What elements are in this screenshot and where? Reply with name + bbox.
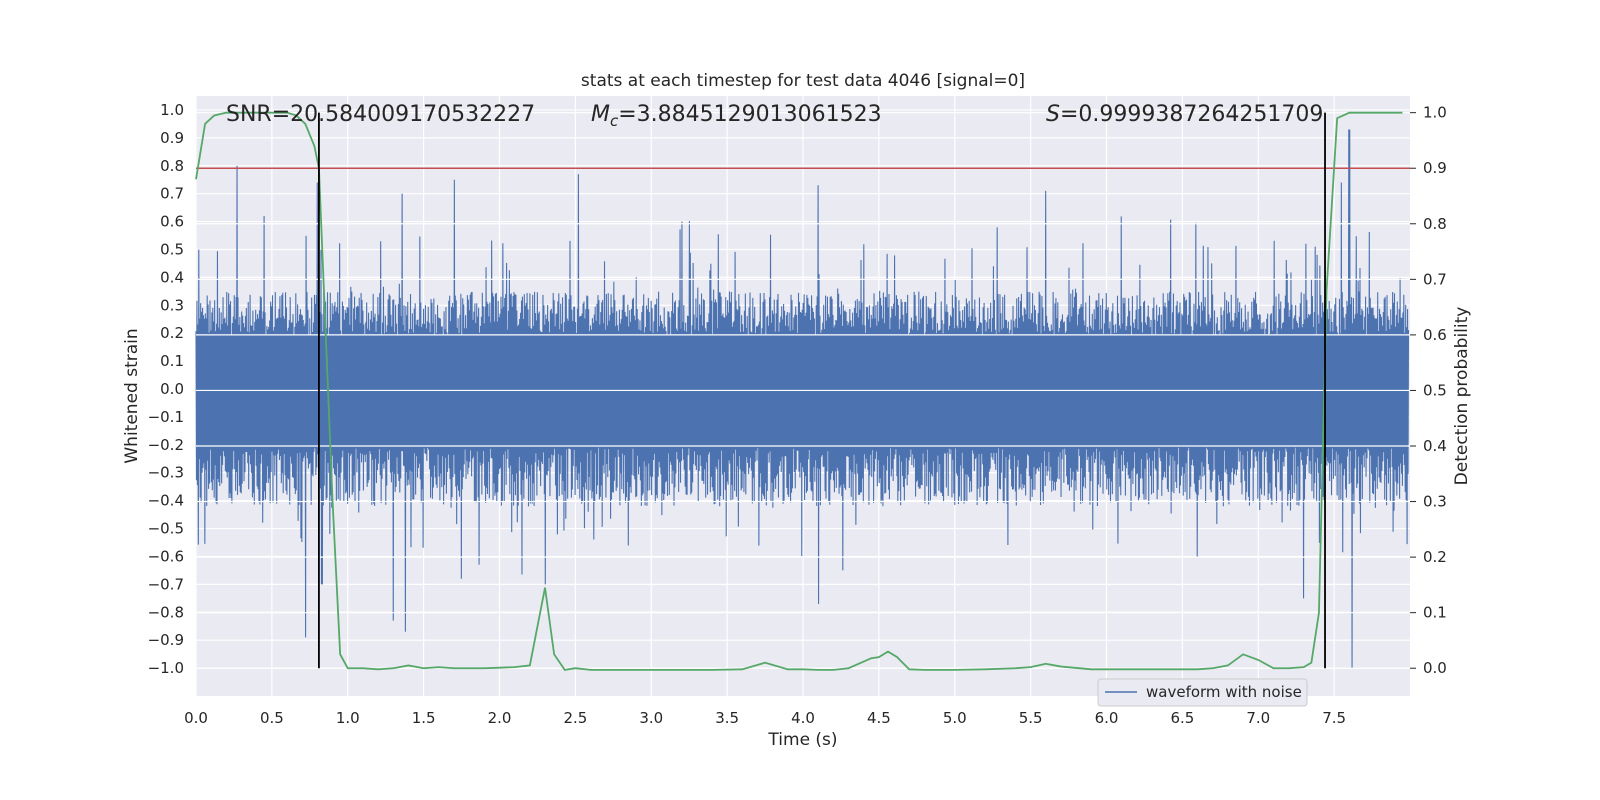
x-tick-label: 0.0	[184, 709, 208, 727]
legend-box	[1097, 678, 1308, 707]
x-tick-label: 5.5	[1019, 709, 1043, 727]
y-right-tick-label: 1.0	[1423, 104, 1447, 122]
y-right-tick-label: 0.1	[1423, 604, 1447, 622]
y-right-tick-label: 0.8	[1423, 215, 1447, 233]
y-left-tick-label: 0.3	[160, 296, 184, 314]
y-left-tick-label: 0.5	[160, 240, 184, 258]
x-tick-label: 3.0	[639, 709, 663, 727]
x-tick-label: 4.5	[867, 709, 891, 727]
x-tick-label: 0.5	[260, 709, 284, 727]
y-right-tick-label: 0.6	[1423, 326, 1447, 344]
y-right-tick-label: 0.9	[1423, 159, 1447, 177]
y-left-tick-label: −0.8	[148, 603, 184, 621]
y-left-tick-label: 0.6	[160, 213, 184, 231]
y-left-tick-label: −0.5	[148, 520, 184, 538]
s-symbol: S	[1046, 102, 1060, 127]
y-left-tick-label: −0.7	[148, 575, 184, 593]
x-tick-label: 1.5	[412, 709, 436, 727]
legend: waveform with noise	[1097, 678, 1308, 707]
y-right-tick-label: 0.0	[1423, 659, 1447, 677]
mc-subscript: c	[610, 112, 619, 130]
x-tick-label: 2.0	[488, 709, 512, 727]
x-tick-label: 4.0	[791, 709, 815, 727]
x-tick-label: 7.0	[1246, 709, 1270, 727]
y-left-tick-label: 0.7	[160, 185, 184, 203]
y-right-tick-label: 0.5	[1423, 381, 1447, 399]
y-left-tick-label: 0.9	[160, 129, 184, 147]
chart-title: stats at each timestep for test data 404…	[581, 71, 1025, 91]
axes: 0.0 0.5 1.0 1.5 2.0 2.5 3.0 3.5 4.0 4.5 5.0 5.5 6.0 6…	[148, 101, 1447, 727]
detection-probability-series	[195, 111, 1403, 671]
y-left-tick-label: 0.8	[160, 157, 184, 175]
y-left-tick-label: 0.4	[160, 268, 184, 286]
y-left-tick-label: −0.9	[148, 631, 184, 649]
mc-symbol: M	[591, 102, 610, 127]
y-axis-left-label: Whitened strain	[122, 328, 142, 463]
x-tick-label: 1.0	[336, 709, 360, 727]
waveform-series	[195, 129, 1410, 669]
snr-annotation: SNR=20.584009170532227	[226, 102, 535, 127]
y-left-tick-label: −0.2	[148, 436, 184, 454]
y-left-tick-label: −1.0	[148, 659, 184, 677]
y-left-tick-label: 0.1	[160, 352, 184, 370]
chirp-mass-annotation: Mc=3.8845129013061523	[591, 102, 882, 130]
legend-label-waveform: waveform with noise	[1146, 683, 1302, 701]
y-left-tick-label: 0.2	[160, 324, 184, 342]
y-right-tick-label: 0.3	[1423, 493, 1447, 511]
x-tick-label: 7.5	[1322, 709, 1346, 727]
x-tick-label: 3.5	[715, 709, 739, 727]
y-left-tick-label: 1.0	[160, 101, 184, 119]
x-tick-label: 6.5	[1170, 709, 1194, 727]
y-right-tick-label: 0.4	[1423, 437, 1447, 455]
x-tick-label: 2.5	[563, 709, 587, 727]
y-right-tick-label: 0.2	[1423, 548, 1447, 566]
y-left-tick-label: 0.0	[160, 380, 184, 398]
y-left-tick-label: −0.4	[148, 492, 184, 510]
y-left-tick-label: −0.3	[148, 464, 184, 482]
y-left-tick-label: −0.6	[148, 547, 184, 565]
s-value: =0.9999387264251709	[1060, 102, 1323, 127]
x-tick-label: 6.0	[1095, 709, 1119, 727]
x-tick-label: 5.0	[943, 709, 967, 727]
s-annotation: S=0.9999387264251709	[1046, 102, 1323, 127]
y-left-tick-label: −0.1	[148, 408, 184, 426]
y-right-tick-label: 0.7	[1423, 270, 1447, 288]
mc-value: =3.8845129013061523	[618, 102, 881, 127]
y-axis-right-label: Detection probability	[1452, 307, 1472, 486]
x-axis-label: Time (s)	[767, 730, 837, 750]
data-layer	[195, 111, 1410, 671]
